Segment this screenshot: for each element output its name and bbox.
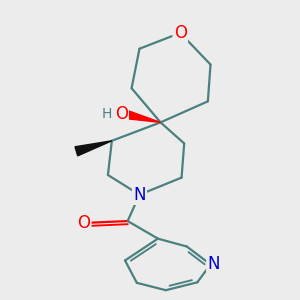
- Polygon shape: [75, 141, 112, 156]
- Text: O: O: [77, 214, 90, 232]
- Text: O: O: [174, 24, 187, 42]
- Text: N: N: [207, 255, 220, 273]
- Text: H: H: [101, 107, 112, 121]
- Text: O: O: [115, 106, 128, 124]
- Polygon shape: [125, 110, 160, 122]
- Text: N: N: [133, 186, 146, 204]
